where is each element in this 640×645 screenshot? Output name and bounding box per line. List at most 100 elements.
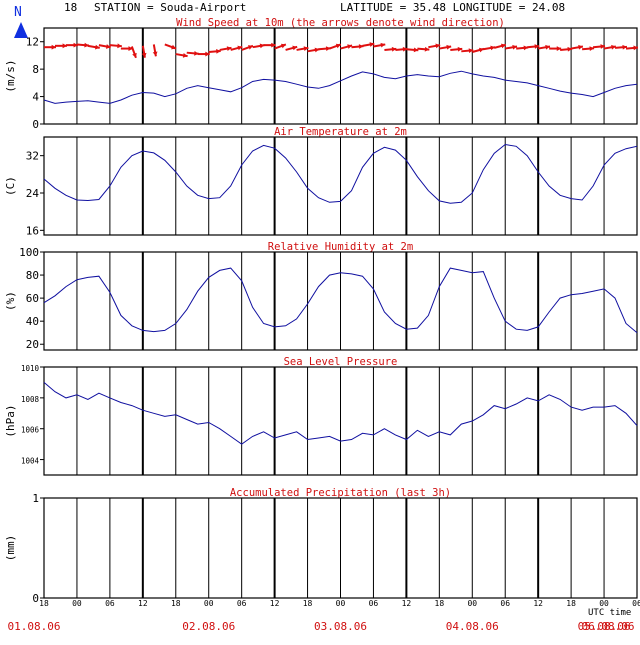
relative-humidity-panel: Relative Humidity at 2m 20 40 60 80 100 (%) [4, 241, 638, 351]
wind-arrow-head [303, 46, 309, 51]
north-arrow-icon [14, 22, 28, 38]
relative-humidity-ytick-label: 20 [26, 338, 39, 351]
wind-arrow-icon [208, 48, 221, 54]
wind-arrow-icon [54, 43, 67, 49]
wind-arrow-icon [483, 45, 496, 51]
wind-arrow-head [622, 44, 627, 50]
sea-level-pressure-ytick-label: 1010 [21, 364, 40, 373]
relative-humidity-ytick-label: 60 [26, 292, 39, 305]
date-labels: 01.08.06 02.08.06 03.08.06 04.08.06 05.08.06… [8, 620, 635, 633]
air-temperature-ytick-label: 16 [26, 224, 39, 237]
wind-arrow-head [435, 43, 441, 49]
wind-arrow-head [523, 45, 529, 51]
wind-arrow-head [271, 42, 276, 48]
hour-tick-label: 00 [467, 599, 477, 608]
wind-arrow-icon [141, 45, 147, 58]
precipitation-ytick-label: 0 [32, 592, 39, 605]
wind-arrow-icon [527, 44, 540, 49]
wind-arrow-icon [406, 47, 419, 53]
wind-arrow-icon [570, 44, 584, 50]
wind-arrow-head [117, 43, 122, 49]
wind-arrow-icon [186, 50, 199, 56]
date-label: 01.08.06 [8, 620, 61, 633]
wind-arrow-icon [175, 53, 188, 58]
wind-arrow-icon [472, 47, 485, 53]
wind-arrow-icon [263, 42, 276, 48]
wind-arrow-icon [603, 44, 617, 50]
hour-tick-label: 06 [105, 599, 115, 608]
sea-level-pressure-panel: Sea Level Pressure 1004 1006 1008 1010 (hPa) [4, 356, 638, 476]
wind-arrow-icon [98, 44, 111, 49]
wind-speed-panel: Wind Speed at 10m (the arrows denote win… [4, 17, 639, 131]
wind-arrow-head [500, 43, 506, 49]
wind-arrow-icon [493, 43, 507, 49]
wind-arrow-head [369, 42, 375, 47]
wind-arrow-head [611, 44, 616, 50]
wind-arrow-head [62, 43, 67, 49]
hour-tick-label: 12 [533, 599, 543, 608]
wind-arrow-icon [274, 43, 287, 50]
wind-speed-ytick-label: 12 [26, 36, 39, 49]
wind-arrow-icon [197, 51, 210, 57]
air-temperature-panel: Air Temperature at 2m 16 24 32 (C) [4, 126, 638, 237]
hour-tick-label: 18 [435, 599, 445, 608]
wind-arrow-icon [417, 46, 430, 52]
wind-arrow-head [512, 44, 518, 50]
wind-arrow-icon [582, 46, 595, 51]
hour-tick-label: 12 [270, 599, 280, 608]
wind-arrow-icon [614, 44, 628, 50]
wind-arrow-head [216, 48, 221, 54]
wind-speed-ytick-label: 4 [32, 91, 39, 104]
sea-level-pressure-ytick-label: 1004 [21, 457, 40, 466]
sea-level-pressure-title: Sea Level Pressure [284, 356, 398, 368]
wind-arrow-icon [362, 42, 375, 47]
wind-arrow-head [589, 46, 595, 51]
wind-arrow-icon [87, 44, 100, 50]
wind-arrow-head [457, 46, 463, 52]
sea-level-pressure-series-line [43, 382, 638, 445]
sea-level-pressure-ytick-label: 1008 [21, 395, 40, 404]
wind-arrow-head [292, 45, 298, 51]
wind-arrow-head [280, 43, 286, 49]
wind-arrow-icon [152, 44, 158, 57]
wind-arrow-head [182, 53, 188, 58]
wind-arrow-head [335, 43, 341, 49]
sea-level-pressure-ylabel: (hPa) [4, 404, 17, 437]
wind-arrow-icon [285, 45, 298, 51]
air-temperature-ytick-label: 32 [26, 150, 39, 163]
wind-arrow-icon [592, 44, 606, 49]
wind-arrow-head [424, 46, 430, 52]
hour-tick-label: 00 [204, 599, 214, 608]
wind-arrow-icon [130, 46, 137, 59]
relative-humidity-ytick-label: 40 [26, 315, 39, 328]
hour-tick-label: 00 [599, 599, 609, 608]
date-label: 04.08.06 [446, 620, 499, 633]
wind-arrow-icon [44, 44, 56, 50]
wind-arrow-head [347, 44, 353, 49]
wind-arrow-head [128, 46, 133, 51]
panels: Wind Speed at 10m (the arrows denote win… [4, 17, 639, 605]
hour-tick-label: 18 [171, 599, 181, 608]
sea-level-pressure-ytick-label: 1006 [21, 426, 40, 435]
wind-arrow-icon [395, 46, 408, 52]
wind-arrow-head [84, 42, 89, 48]
wind-arrow-icon [296, 46, 309, 51]
wind-arrow-icon [307, 47, 320, 53]
wind-arrow-icon [549, 46, 562, 51]
station-name: STATION = Souda-Airport [94, 1, 246, 14]
wind-arrow-icon [252, 43, 265, 49]
wind-arrow-head [226, 46, 232, 51]
wind-arrow-icon [76, 42, 89, 48]
wind-arrow-icon [241, 44, 254, 51]
wind-speed-title: Wind Speed at 10m (the arrows denote win… [176, 17, 505, 29]
station-coords: LATITUDE = 35.48 LONGITUDE = 24.08 [340, 1, 565, 14]
hour-tick-label: 06 [369, 599, 379, 608]
wind-arrow-head [468, 48, 474, 54]
wind-arrow-head [171, 44, 177, 50]
wind-arrow-icon [625, 45, 639, 51]
wind-arrow-icon [428, 43, 441, 49]
wind-arrow-icon [384, 46, 397, 52]
precipitation-title: Accumulated Precipitation (last 3h) [230, 487, 451, 499]
utc-time-label: UTC time [588, 608, 631, 618]
